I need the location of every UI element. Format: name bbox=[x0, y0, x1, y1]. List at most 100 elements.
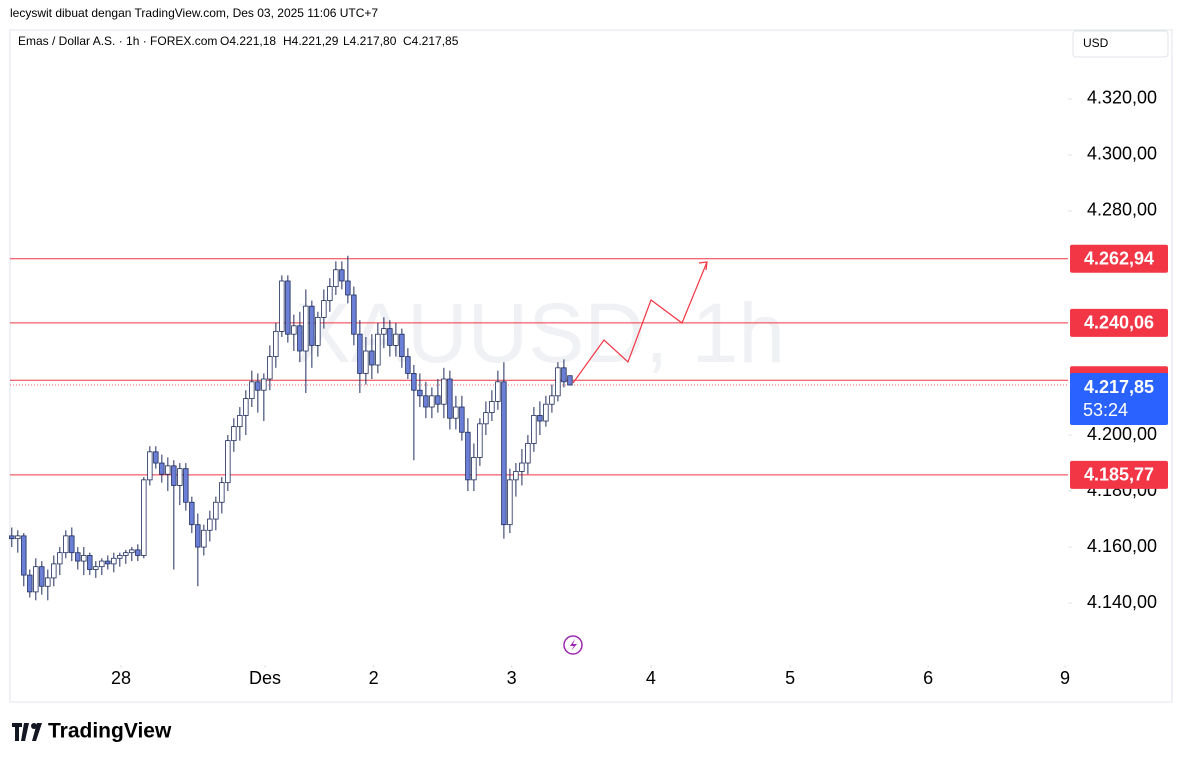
candle-body bbox=[399, 333, 405, 358]
candle-body bbox=[273, 330, 279, 358]
y-tick-label: 4.300,00 bbox=[1087, 144, 1157, 164]
ohlc-open: O4.221,18 bbox=[220, 34, 276, 48]
candle-body bbox=[201, 529, 207, 548]
candle-body bbox=[279, 280, 285, 332]
y-tick-label: 4.320,00 bbox=[1087, 88, 1157, 108]
candle-body bbox=[465, 431, 471, 481]
candle-body bbox=[459, 406, 465, 433]
candle-body bbox=[309, 305, 315, 346]
x-tick-label: 9 bbox=[1060, 668, 1070, 688]
logo bbox=[12, 723, 42, 741]
candle-body bbox=[129, 549, 135, 554]
credit: lecyswit dibuat dengan TradingView.com, … bbox=[10, 6, 378, 20]
level-tag bbox=[1070, 460, 1168, 489]
candle-body bbox=[111, 557, 117, 565]
candle-body bbox=[345, 280, 351, 296]
candle-body bbox=[63, 535, 69, 554]
x-tick-label: 3 bbox=[507, 668, 517, 688]
candle-body bbox=[405, 356, 411, 374]
candle-body bbox=[171, 465, 177, 486]
candle-body bbox=[33, 566, 39, 593]
candle-body bbox=[15, 535, 21, 540]
candle-body bbox=[561, 367, 567, 383]
candle-body bbox=[477, 423, 483, 458]
candle-body bbox=[423, 395, 429, 408]
candle-body bbox=[339, 269, 345, 282]
candle-body bbox=[225, 440, 231, 484]
candle-body bbox=[195, 524, 201, 548]
candle-body bbox=[363, 350, 369, 374]
candle-body bbox=[87, 555, 93, 570]
candle-body bbox=[219, 482, 225, 503]
candle-body bbox=[513, 471, 519, 481]
event-icon[interactable] bbox=[563, 635, 583, 655]
candle-body bbox=[21, 535, 27, 576]
candle-body bbox=[231, 426, 237, 442]
candle-body bbox=[441, 378, 447, 405]
candle-body bbox=[411, 373, 417, 391]
chart-frame bbox=[9, 29, 1173, 703]
candle-body bbox=[141, 479, 147, 556]
level-tag-label: 4.262,94 bbox=[1084, 248, 1154, 268]
last-price-label: 4.217,85 bbox=[1084, 377, 1154, 397]
candle-body bbox=[291, 325, 297, 335]
candle-body bbox=[327, 286, 333, 301]
y-tick-label: 4.200,00 bbox=[1087, 424, 1157, 444]
candle-body bbox=[243, 398, 249, 416]
projection bbox=[572, 261, 708, 384]
candle-body bbox=[453, 406, 459, 419]
candle-body bbox=[27, 574, 33, 593]
x-tick-label: 4 bbox=[646, 668, 656, 688]
x-tick-label: 28 bbox=[111, 668, 131, 688]
candle-body bbox=[297, 325, 303, 352]
candle-body bbox=[417, 389, 423, 397]
candle-body bbox=[471, 457, 477, 481]
ohlc-low: L4.217,80 bbox=[343, 34, 397, 48]
currency[interactable]: USD bbox=[1083, 36, 1109, 50]
candle-body bbox=[237, 415, 243, 428]
candle-body bbox=[267, 356, 273, 380]
candle-body bbox=[567, 375, 573, 386]
last-price-tag bbox=[1070, 373, 1168, 426]
x-tick-label: 5 bbox=[785, 668, 795, 688]
candle-body bbox=[375, 333, 381, 366]
candle-body bbox=[483, 412, 489, 425]
candle-body bbox=[117, 555, 123, 559]
candle-body bbox=[183, 468, 189, 503]
candle-body bbox=[447, 378, 453, 419]
currency-button[interactable] bbox=[1072, 30, 1169, 58]
countdown: 53:24 bbox=[1083, 400, 1128, 420]
level-tag bbox=[1070, 244, 1168, 273]
candle-body bbox=[507, 479, 513, 526]
candle-body bbox=[39, 566, 45, 587]
candle-body bbox=[357, 333, 363, 374]
candle-body bbox=[285, 280, 291, 335]
candle-body bbox=[153, 451, 159, 464]
candle-body bbox=[429, 395, 435, 408]
candle-body bbox=[543, 403, 549, 422]
candle-body bbox=[69, 535, 75, 554]
candle-body bbox=[489, 401, 495, 414]
candle-body bbox=[207, 518, 213, 531]
candle-body bbox=[123, 552, 129, 556]
candle-body bbox=[519, 462, 525, 472]
x-tick-label: 2 bbox=[369, 668, 379, 688]
candle-body bbox=[93, 566, 99, 570]
candle-body bbox=[255, 381, 261, 391]
candle-body bbox=[213, 501, 219, 520]
candle-body bbox=[495, 381, 501, 402]
event-bolt bbox=[570, 639, 577, 651]
brand: TradingView bbox=[48, 720, 172, 743]
candle-body bbox=[51, 563, 57, 579]
candle-body bbox=[45, 577, 51, 587]
candle-body bbox=[57, 552, 63, 565]
candle-body bbox=[105, 560, 111, 565]
level-tag-label: 4.185,77 bbox=[1084, 465, 1154, 485]
candle-body bbox=[261, 378, 267, 391]
candle-body bbox=[369, 350, 375, 366]
candle-body bbox=[525, 443, 531, 464]
candle-body bbox=[177, 468, 183, 486]
level-tag bbox=[1070, 308, 1168, 337]
